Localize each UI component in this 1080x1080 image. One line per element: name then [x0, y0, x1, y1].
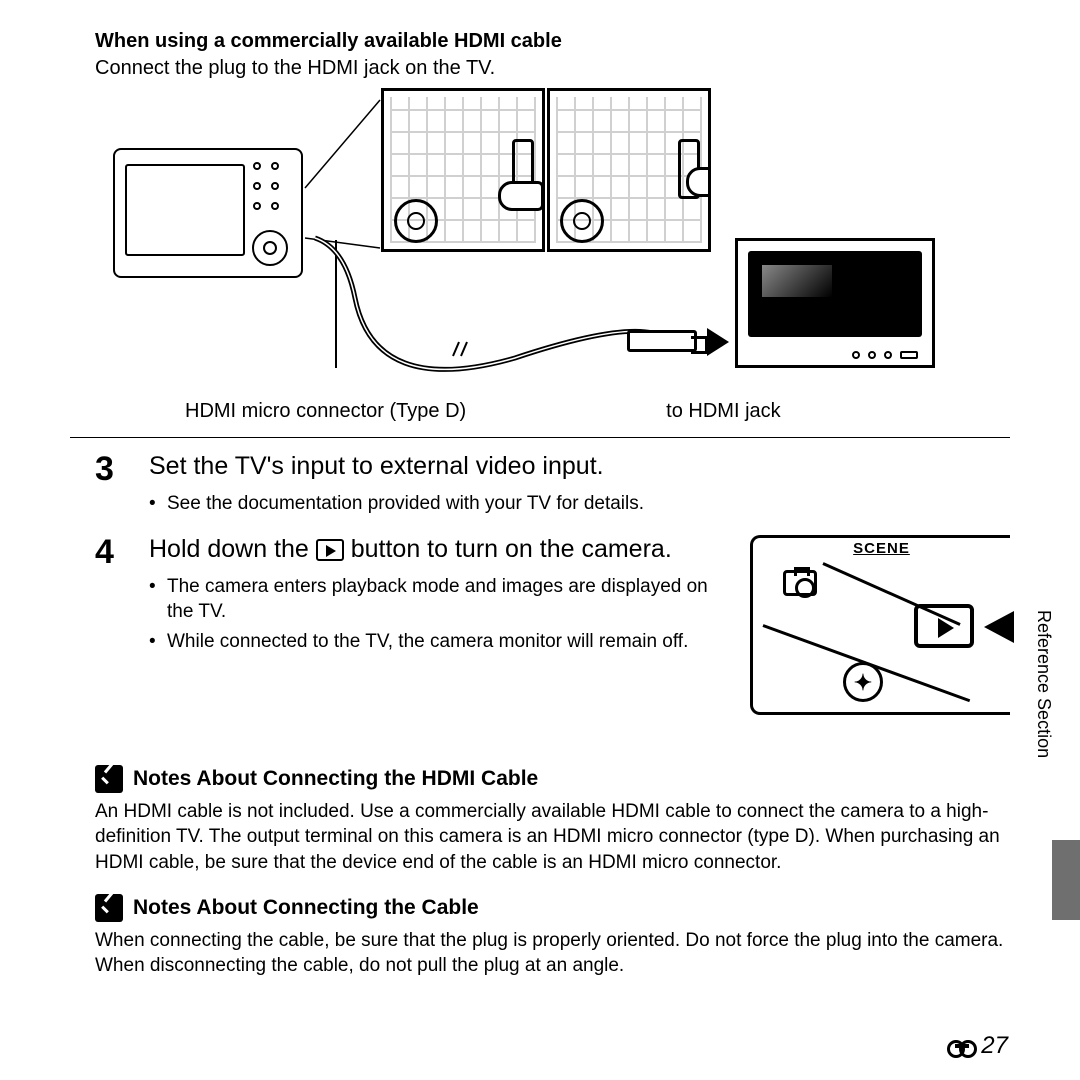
scene-label: SCENE: [753, 540, 1010, 557]
note-cable-title: Notes About Connecting the Cable: [133, 896, 479, 920]
step-4-title-post: button to turn on the camera.: [344, 535, 672, 563]
detail-closeup-1: [381, 88, 545, 252]
hdmi-subtext: Connect the plug to the HDMI jack on the…: [95, 57, 1010, 80]
step-4-bullet-1: The camera enters playback mode and imag…: [149, 574, 730, 625]
note-cable-body: When connecting the cable, be sure that …: [95, 928, 1010, 979]
note-hdmi-title: Notes About Connecting the HDMI Cable: [133, 767, 538, 791]
arrow-right-icon: [707, 328, 729, 356]
step-3-bullet: See the documentation provided with your…: [149, 491, 1010, 517]
detail-closeup-2: [547, 88, 711, 252]
note-hdmi-body: An HDMI cable is not included. Use a com…: [95, 799, 1010, 876]
camera-mode-icon: [783, 570, 817, 596]
step-3-number: 3: [95, 452, 125, 521]
arrow-left-icon: [984, 611, 1014, 643]
hdmi-plug-illustration: [627, 330, 697, 352]
note-check-icon: [95, 765, 123, 793]
label-hdmi-connector: HDMI micro connector (Type D): [185, 400, 466, 423]
page-number: 27: [947, 1032, 1008, 1060]
hdmi-subheading: When using a commercially available HDMI…: [95, 30, 1010, 53]
note-hdmi-heading: Notes About Connecting the HDMI Cable: [95, 765, 1010, 793]
step-4: 4 Hold down the button to turn on the ca…: [95, 535, 1010, 715]
label-to-hdmi-jack: to HDMI jack: [666, 400, 780, 423]
step-4-bullet-2: While connected to the TV, the camera mo…: [149, 629, 730, 655]
flash-icon: ✦: [843, 662, 883, 702]
note-check-icon: [95, 894, 123, 922]
connection-diagram: [105, 88, 935, 398]
step-3-title: Set the TV's input to external video inp…: [149, 452, 1010, 481]
step-4-title: Hold down the button to turn on the came…: [149, 535, 730, 564]
step-4-number: 4: [95, 535, 125, 715]
page-number-value: 27: [981, 1032, 1008, 1060]
reference-section-icon: [947, 1036, 977, 1056]
side-section-label: Reference Section: [1033, 610, 1054, 758]
step-3: 3 Set the TV's input to external video i…: [95, 452, 1010, 521]
playback-button-icon: [316, 539, 344, 561]
note-cable-heading: Notes About Connecting the Cable: [95, 894, 1010, 922]
divider: [70, 437, 1010, 438]
step-4-title-pre: Hold down the: [149, 535, 316, 563]
thumb-tab: [1052, 840, 1080, 920]
step-4-figure: SCENE ✦: [750, 535, 1010, 715]
tv-illustration: [735, 238, 935, 368]
playback-mode-icon: [914, 604, 974, 648]
